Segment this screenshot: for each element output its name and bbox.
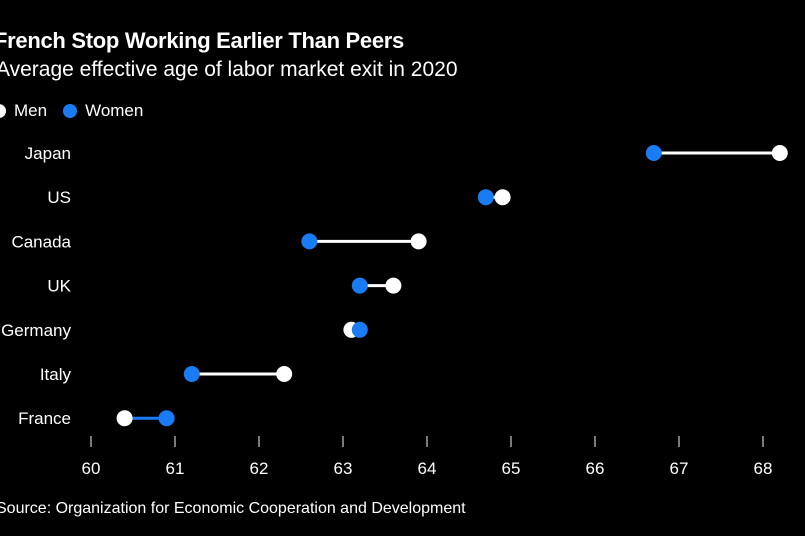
women-dot — [351, 277, 368, 294]
women-dot — [158, 410, 175, 427]
x-tick-label: 67 — [670, 459, 689, 478]
category-label: Italy — [40, 365, 72, 384]
x-tick-label: 60 — [82, 459, 101, 478]
legend-item-men: Men — [0, 101, 47, 121]
x-tick-label: 62 — [250, 459, 269, 478]
category-label: Germany — [1, 321, 71, 340]
women-dot — [351, 321, 368, 338]
category-label: Canada — [11, 232, 71, 251]
men-dot — [410, 233, 427, 250]
legend: Men Women — [0, 101, 159, 121]
source-note: Source: Organization for Economic Cooper… — [0, 500, 466, 517]
x-tick-label: 61 — [166, 459, 185, 478]
legend-swatch-women — [63, 104, 78, 118]
category-label: France — [18, 409, 71, 428]
legend-label-men: Men — [14, 101, 48, 120]
men-dot — [771, 145, 788, 161]
men-dot — [385, 277, 402, 294]
x-tick-label: 65 — [502, 459, 521, 478]
women-dot — [477, 189, 494, 206]
category-label: Japan — [25, 144, 71, 163]
men-dot — [116, 410, 133, 427]
x-tick-label: 64 — [418, 459, 437, 478]
x-tick-label: 66 — [586, 459, 605, 478]
chart-subtitle: Average effective age of labor market ex… — [0, 58, 458, 81]
category-label: UK — [47, 277, 71, 296]
legend-label-women: Women — [85, 101, 144, 120]
chart-title: French Stop Working Earlier Than Peers — [0, 28, 404, 53]
legend-swatch-men — [0, 104, 6, 118]
women-dot — [301, 233, 318, 250]
women-dot — [183, 366, 200, 382]
legend-item-women: Women — [63, 101, 143, 121]
men-dot — [276, 366, 293, 382]
women-dot — [645, 145, 662, 161]
x-tick-label: 63 — [334, 459, 353, 478]
category-label: US — [47, 188, 71, 207]
x-tick-label: 68 — [754, 459, 773, 478]
men-dot — [494, 189, 511, 206]
